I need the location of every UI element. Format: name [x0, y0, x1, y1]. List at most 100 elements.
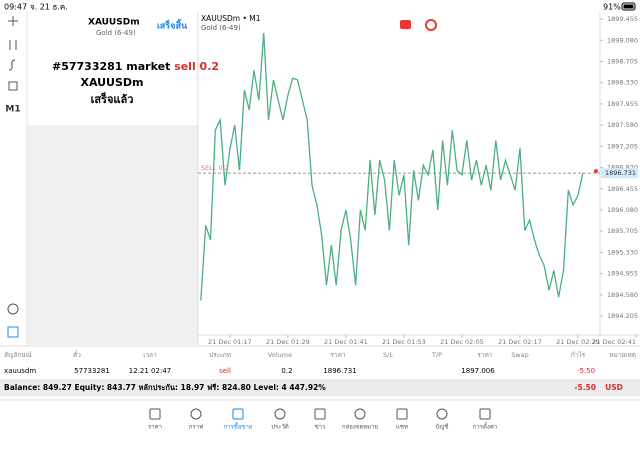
x-tick-label: 21 Dec 02:17: [498, 338, 542, 346]
x-tick-label: 21 Dec 02:05: [440, 338, 484, 346]
column-header: ราคา: [477, 351, 492, 359]
y-tick-label: 1898.705: [607, 57, 638, 65]
y-tick-label: 1899.080: [607, 36, 638, 44]
cell-time: 12.21 02:47: [129, 367, 171, 375]
column-header: หมายเหตุ: [609, 351, 636, 359]
timeframe[interactable]: M1: [5, 105, 20, 115]
message-action: sell 0.2: [174, 60, 219, 73]
x-tick-label: 21 Dec 01:29: [266, 338, 310, 346]
column-header: กำไร: [571, 351, 586, 359]
y-tick-label: 1895.705: [607, 227, 638, 235]
indicators-icon[interactable]: [9, 40, 17, 50]
y-tick-label: 1896.830: [607, 164, 638, 172]
panel-description: Gold (6-49): [96, 29, 136, 37]
crosshair-icon[interactable]: [8, 16, 18, 26]
nav-label[interactable]: การซื้อขาย: [224, 421, 253, 431]
nav-icon[interactable]: [232, 408, 244, 420]
chart-subtitle: Gold (6-49): [201, 24, 241, 32]
y-tick-label: 1894.205: [607, 312, 638, 320]
status-battery: 91%: [603, 3, 621, 12]
summary-currency: USD: [605, 383, 623, 392]
y-tick-label: 1894.955: [607, 270, 638, 278]
message-status: เสร็จแล้ว: [91, 92, 134, 106]
price-tag: [601, 168, 638, 179]
chart: 1899.455 1899.080 1898.705 1898.330 1897.955…: [198, 15, 638, 346]
cell-profit: -5.50: [577, 367, 595, 375]
order-marker: [594, 169, 598, 174]
y-tick-label: 1898.330: [607, 79, 638, 87]
message-symbol: XAUUSDm: [80, 76, 143, 89]
y-tick-label: 1897.205: [607, 142, 638, 150]
x-tick-label: 21 Dec 02:29: [556, 338, 600, 346]
summary-text: Balance: 849.27 Equity: 843.77 หลักประกั…: [4, 383, 326, 392]
nav-icon[interactable]: [396, 408, 408, 420]
y-tick-label: 1897.955: [607, 100, 638, 108]
status-time: 09:47: [4, 3, 27, 12]
message-prefix: #57733281 market: [52, 60, 170, 73]
nav-icon[interactable]: [314, 408, 326, 420]
nav-icon[interactable]: [354, 408, 366, 420]
cell-price: 1896.731: [323, 367, 356, 375]
nav-label[interactable]: กล่องจดหมาย: [342, 424, 378, 431]
summary-bar: [0, 379, 640, 396]
message-prefix: #57733281 market sell 0.2: [52, 60, 219, 73]
summary-profit: -5.50: [574, 383, 596, 392]
nav-icon[interactable]: [436, 408, 448, 420]
depth-icon[interactable]: [425, 19, 437, 31]
status-date: จ. 21 ธ.ค.: [30, 3, 68, 12]
x-tick-label: 21 Dec 01:53: [382, 338, 426, 346]
price-tag-label: 1896.731: [605, 169, 636, 177]
nav-label[interactable]: ข่าว: [315, 424, 326, 431]
cell-type: sell: [219, 367, 231, 375]
panel-background: [27, 125, 198, 345]
nav-icon[interactable]: [149, 408, 161, 420]
column-header: ราคา: [330, 351, 345, 359]
cell-volume: 0.2: [281, 367, 292, 375]
nav-label[interactable]: ประวัติ: [271, 424, 289, 431]
cell-symbol: xauusdm: [4, 367, 36, 375]
zoom-icon[interactable]: [7, 303, 19, 315]
trade-icon[interactable]: [400, 20, 411, 29]
function-icon[interactable]: [8, 59, 16, 71]
nav-label[interactable]: ราคา: [148, 424, 162, 431]
cell-ticket: 57733281: [74, 367, 110, 375]
table: สัญลักษณ์ ตั๋ว เวลา ประเภท Volume ราคา S/L T/P ร…: [4, 350, 636, 375]
y-tick-label: 1895.330: [607, 248, 638, 256]
column-header: S/L: [383, 351, 393, 359]
battery-icon: [621, 2, 636, 11]
x-tick-label: 21 Dec 01:17: [208, 338, 252, 346]
y-tick-label: 1899.455: [607, 15, 638, 23]
column-header: ประเภท: [209, 351, 231, 359]
nav-label[interactable]: การตั้งค่า: [473, 421, 497, 431]
nav-icon[interactable]: [190, 408, 202, 420]
nav-icon[interactable]: [274, 408, 286, 420]
nav-label[interactable]: แชท: [396, 424, 408, 431]
price-line: [200, 32, 584, 301]
x-tick-label: 21 Dec 02:41: [592, 338, 636, 346]
y-tick-label: 1894.580: [607, 291, 638, 299]
column-header: Volume: [268, 351, 292, 359]
column-header: ตั๋ว: [73, 350, 81, 359]
column-header: สัญลักษณ์: [4, 351, 32, 359]
nav-label[interactable]: กราฟ: [189, 424, 203, 431]
bottom-nav: ราคา กราฟ การซื้อขาย ประวัติ ข่าว กล่องจดหมาย…: [148, 408, 497, 431]
y-tick-label: 1897.580: [607, 121, 638, 129]
y-tick-label: 1896.455: [607, 185, 638, 193]
column-header: เวลา: [143, 351, 157, 359]
nav-icon[interactable]: [479, 408, 491, 420]
chart-title: XAUUSDm • M1: [201, 14, 261, 23]
y-tick-label: 1896.080: [607, 206, 638, 214]
objects-icon[interactable]: [8, 81, 18, 91]
done-button[interactable]: เสร็จสิ้น: [157, 19, 188, 32]
panel-symbol: XAUUSDm: [88, 18, 140, 28]
battery-level-icon: [623, 4, 634, 9]
order-line-label: SELL 0.2: [201, 164, 229, 172]
column-header: T/P: [431, 351, 442, 359]
column-header: Swap: [511, 351, 529, 359]
nav-label[interactable]: บัญชี: [436, 423, 449, 431]
x-tick-label: 21 Dec 01:41: [324, 338, 368, 346]
new-order-icon[interactable]: [7, 326, 19, 338]
cell-current-price: 1897.006: [461, 367, 495, 375]
